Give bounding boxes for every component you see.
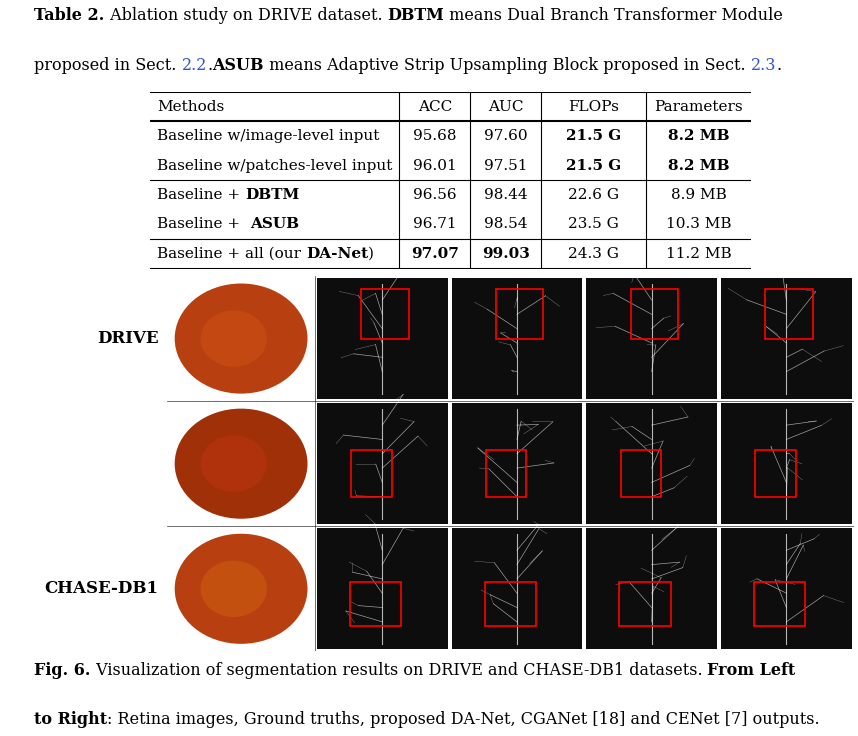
Text: 97.60: 97.60 xyxy=(484,129,528,144)
Bar xyxy=(765,289,813,339)
Text: DRIVE: DRIVE xyxy=(97,330,159,347)
Text: 97.07: 97.07 xyxy=(411,247,459,261)
Text: 96.56: 96.56 xyxy=(413,188,456,202)
Bar xyxy=(586,278,717,399)
Text: DBTM: DBTM xyxy=(245,188,299,202)
Text: ASUB: ASUB xyxy=(212,57,263,74)
Text: 96.71: 96.71 xyxy=(413,217,456,232)
Bar xyxy=(631,289,678,339)
Text: proposed in Sect.: proposed in Sect. xyxy=(34,57,182,74)
Bar xyxy=(586,403,717,524)
Text: 8.2 MB: 8.2 MB xyxy=(668,158,729,173)
Text: 10.3 MB: 10.3 MB xyxy=(666,217,731,232)
Text: Visualization of segmentation results on DRIVE and CHASE-DB1 datasets.: Visualization of segmentation results on… xyxy=(91,662,708,679)
Bar xyxy=(351,450,391,498)
Text: 98.44: 98.44 xyxy=(484,188,528,202)
Text: 24.3 G: 24.3 G xyxy=(568,247,619,261)
Text: ASUB: ASUB xyxy=(251,217,299,232)
Ellipse shape xyxy=(175,283,307,394)
Bar xyxy=(619,582,670,626)
Text: CHASE-DB1: CHASE-DB1 xyxy=(45,580,159,598)
Text: Parameters: Parameters xyxy=(654,99,743,114)
Bar xyxy=(317,528,448,649)
Text: Baseline +: Baseline + xyxy=(157,217,251,232)
Text: ): ) xyxy=(368,247,374,261)
Ellipse shape xyxy=(201,561,267,617)
Text: DA-Net: DA-Net xyxy=(306,247,368,261)
Text: From Left: From Left xyxy=(708,662,795,679)
Bar xyxy=(755,450,795,498)
Bar xyxy=(317,278,448,399)
Text: 95.68: 95.68 xyxy=(413,129,456,144)
Bar xyxy=(350,582,401,626)
Text: .: . xyxy=(776,57,781,74)
Bar xyxy=(721,278,852,399)
Text: 23.5 G: 23.5 G xyxy=(568,217,619,232)
Text: .: . xyxy=(207,57,212,74)
Ellipse shape xyxy=(175,534,307,644)
Text: 22.6 G: 22.6 G xyxy=(568,188,619,202)
Text: Ablation study on DRIVE dataset.: Ablation study on DRIVE dataset. xyxy=(105,7,387,24)
Ellipse shape xyxy=(175,408,307,519)
Text: Baseline w/image-level input: Baseline w/image-level input xyxy=(157,129,380,144)
Bar xyxy=(451,403,583,524)
Text: Table 2.: Table 2. xyxy=(34,7,105,24)
Bar xyxy=(451,528,583,649)
Bar xyxy=(721,528,852,649)
Text: FLOPs: FLOPs xyxy=(568,99,619,114)
Bar xyxy=(754,582,805,626)
Bar xyxy=(361,289,408,339)
Text: 98.54: 98.54 xyxy=(484,217,528,232)
Text: to Right: to Right xyxy=(34,711,107,728)
Text: 99.03: 99.03 xyxy=(482,247,529,261)
Bar xyxy=(620,450,661,498)
Bar xyxy=(485,582,535,626)
Text: 8.2 MB: 8.2 MB xyxy=(668,129,729,144)
Text: AUC: AUC xyxy=(488,99,523,114)
Text: DBTM: DBTM xyxy=(387,7,444,24)
Text: 97.51: 97.51 xyxy=(484,158,528,173)
Text: means Adaptive Strip Upsampling Block proposed in Sect.: means Adaptive Strip Upsampling Block pr… xyxy=(263,57,751,74)
Text: Baseline w/patches-level input: Baseline w/patches-level input xyxy=(157,158,393,173)
Bar xyxy=(317,403,448,524)
Bar xyxy=(486,450,526,498)
Ellipse shape xyxy=(201,436,267,492)
Text: 21.5 G: 21.5 G xyxy=(566,129,621,144)
Text: means Dual Branch Transformer Module: means Dual Branch Transformer Module xyxy=(444,7,783,24)
Text: Fig. 6.: Fig. 6. xyxy=(34,662,91,679)
Bar xyxy=(586,528,717,649)
Ellipse shape xyxy=(201,311,267,367)
Bar xyxy=(496,289,543,339)
Text: Methods: Methods xyxy=(157,99,225,114)
Text: 21.5 G: 21.5 G xyxy=(566,158,621,173)
Bar xyxy=(721,403,852,524)
Text: 8.9 MB: 8.9 MB xyxy=(671,188,727,202)
Text: ACC: ACC xyxy=(418,99,452,114)
Text: 2.2: 2.2 xyxy=(182,57,207,74)
Text: 2.3: 2.3 xyxy=(751,57,776,74)
Bar xyxy=(451,278,583,399)
Text: 96.01: 96.01 xyxy=(413,158,456,173)
Text: Baseline +: Baseline + xyxy=(157,188,245,202)
Text: : Retina images, Ground truths, proposed DA-Net, CGANet [18] and CENet [7] outpu: : Retina images, Ground truths, proposed… xyxy=(107,711,820,728)
Text: 11.2 MB: 11.2 MB xyxy=(666,247,731,261)
Text: Baseline + all (our: Baseline + all (our xyxy=(157,247,306,261)
